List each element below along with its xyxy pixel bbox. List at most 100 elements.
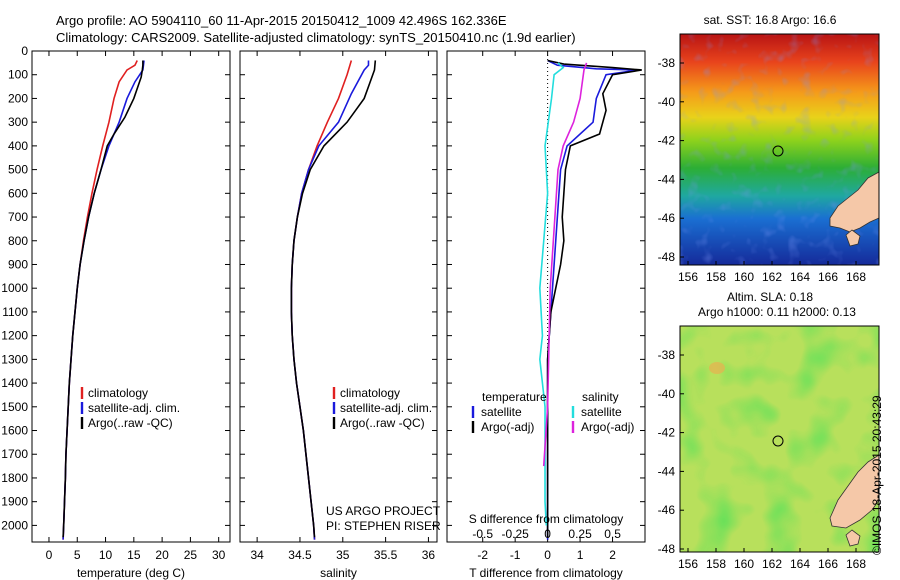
plot-frame — [446, 50, 646, 543]
sla-land — [829, 454, 880, 529]
legend-label: Argo(..raw -QC) — [88, 416, 173, 430]
map-x-tick-label: 168 — [846, 557, 866, 571]
temperature-panel: 0 5 10 15 20 25 30 temperature (deg C) 0 100 200 30… — [1, 44, 231, 580]
s-tick-label: -0.25 — [501, 527, 529, 541]
sst-argo-marker — [772, 145, 784, 157]
series-line — [62, 60, 144, 538]
x-tick-label: 36 — [422, 548, 436, 562]
sla-map-title: Altim. SLA: 0.18 — [727, 290, 813, 304]
project-note: US ARGO PROJECT — [326, 504, 441, 518]
legend-label: Argo(-adj) — [581, 420, 634, 434]
x-tick-label: -1 — [510, 548, 521, 562]
x-tick-label: 0 — [544, 548, 551, 562]
y-tick-label: 1000 — [1, 281, 28, 295]
sla-map-subtitle: Argo h1000: 0.11 h2000: 0.13 — [698, 305, 856, 319]
chart-title-line2: Climatology: CARS2009. Satellite-adjuste… — [56, 30, 576, 45]
x-axis-label: temperature (deg C) — [77, 566, 185, 580]
legend-header: salinity — [582, 390, 619, 404]
y-tick-label: 2000 — [1, 518, 28, 532]
difference-panel: -2 -1 0 1 2 T difference from climatology -0.5… — [446, 50, 646, 580]
imos-timestamp: ©IMOS 18-Apr-2015 20:43:29 — [870, 395, 884, 555]
x-tick-label: 20 — [155, 548, 169, 562]
sla-land-south — [845, 529, 861, 547]
s-tick-label: 0 — [544, 527, 551, 541]
plot-frame — [31, 50, 231, 543]
sla-patch — [709, 362, 725, 374]
map-y-tick-label: -38 — [658, 56, 676, 70]
project-note: PI: STEPHEN RISER — [326, 519, 441, 533]
map-x-tick-label: 160 — [734, 557, 754, 571]
y-tick-label: 200 — [8, 91, 28, 105]
map-y-tick-label: -46 — [658, 503, 676, 517]
map-y-tick-label: -38 — [658, 348, 676, 362]
s-axis-label: S difference from climatology — [469, 512, 624, 526]
x-tick-label: 35.5 — [374, 548, 398, 562]
series-line — [546, 59, 642, 538]
x-tick-label: 15 — [127, 548, 141, 562]
sst-land-south — [845, 229, 861, 247]
map-x-tick-label: 162 — [762, 270, 782, 284]
map-x-tick-label: 156 — [678, 557, 698, 571]
y-tick-label: 300 — [8, 115, 28, 129]
map-y-tick-label: -48 — [658, 542, 676, 556]
chart-title-line1: Argo profile: AO 5904110_60 11-Apr-2015 … — [56, 13, 507, 28]
y-tick-label: 900 — [8, 257, 28, 271]
x-tick-label: 10 — [99, 548, 113, 562]
legend-label: satellite-adj. clim. — [88, 401, 180, 415]
sst-land — [829, 171, 880, 233]
x-tick-label: 30 — [212, 548, 226, 562]
y-tick-label: 400 — [8, 139, 28, 153]
x-tick-label: -2 — [477, 548, 488, 562]
s-tick-label: 0.5 — [604, 527, 621, 541]
map-x-tick-label: 158 — [706, 270, 726, 284]
x-axis-label: T difference from climatology — [469, 566, 623, 580]
map-x-tick-label: 166 — [818, 557, 838, 571]
legend-label: satellite — [581, 405, 622, 419]
y-tick-label: 100 — [8, 68, 28, 82]
x-tick-label: 34.5 — [288, 548, 312, 562]
series-line — [542, 62, 588, 467]
legend-label: climatology — [88, 386, 148, 400]
legend-header: temperature — [482, 390, 547, 404]
sst-map — [679, 33, 880, 266]
map-x-tick-label: 156 — [678, 270, 698, 284]
y-tick-label: 700 — [8, 210, 28, 224]
y-tick-label: 1100 — [2, 305, 28, 319]
y-tick-label: 1200 — [1, 329, 28, 343]
x-tick-label: 5 — [74, 548, 81, 562]
y-tick-label: 0 — [21, 44, 28, 58]
map-x-tick-label: 164 — [790, 270, 810, 284]
s-tick-label: -0.5 — [472, 527, 493, 541]
x-tick-label: 1 — [577, 548, 584, 562]
y-tick-label: 500 — [8, 163, 28, 177]
legend-label: climatology — [340, 386, 400, 400]
map-y-tick-label: -42 — [658, 426, 676, 440]
y-tick-label: 1300 — [1, 352, 28, 366]
y-tick-label: 800 — [8, 234, 28, 248]
y-tick-label: 1700 — [1, 447, 28, 461]
y-tick-label: 600 — [8, 186, 28, 200]
map-y-tick-label: -46 — [658, 211, 676, 225]
map-x-tick-label: 164 — [790, 557, 810, 571]
map-x-tick-label: 158 — [706, 557, 726, 571]
y-tick-label: 1900 — [1, 495, 28, 509]
x-tick-label: 34 — [250, 548, 264, 562]
series-line — [290, 60, 377, 538]
salinity-panel: 34 34.5 35 35.5 36 salinity climatologysatelli… — [239, 50, 441, 580]
plot-frame — [239, 50, 438, 543]
map-y-tick-label: -48 — [658, 250, 676, 264]
map-y-tick-label: -40 — [658, 387, 676, 401]
x-tick-label: 35 — [336, 548, 350, 562]
x-tick-label: 2 — [609, 548, 616, 562]
x-axis-label: salinity — [320, 566, 357, 580]
sst-frame — [679, 33, 880, 266]
legend-label: Argo(-adj) — [481, 420, 534, 434]
y-tick-label: 1800 — [1, 471, 28, 485]
map-labels: 156 158 160 162 164 166 168 -38 -40 -42 -44 -46 -48 s… — [658, 13, 867, 571]
map-x-tick-label: 168 — [846, 270, 866, 284]
y-tick-label: 1500 — [1, 400, 28, 414]
legend-label: Argo(..raw -QC) — [340, 416, 425, 430]
sla-frame — [679, 325, 880, 553]
s-tick-label: 0.25 — [568, 527, 592, 541]
